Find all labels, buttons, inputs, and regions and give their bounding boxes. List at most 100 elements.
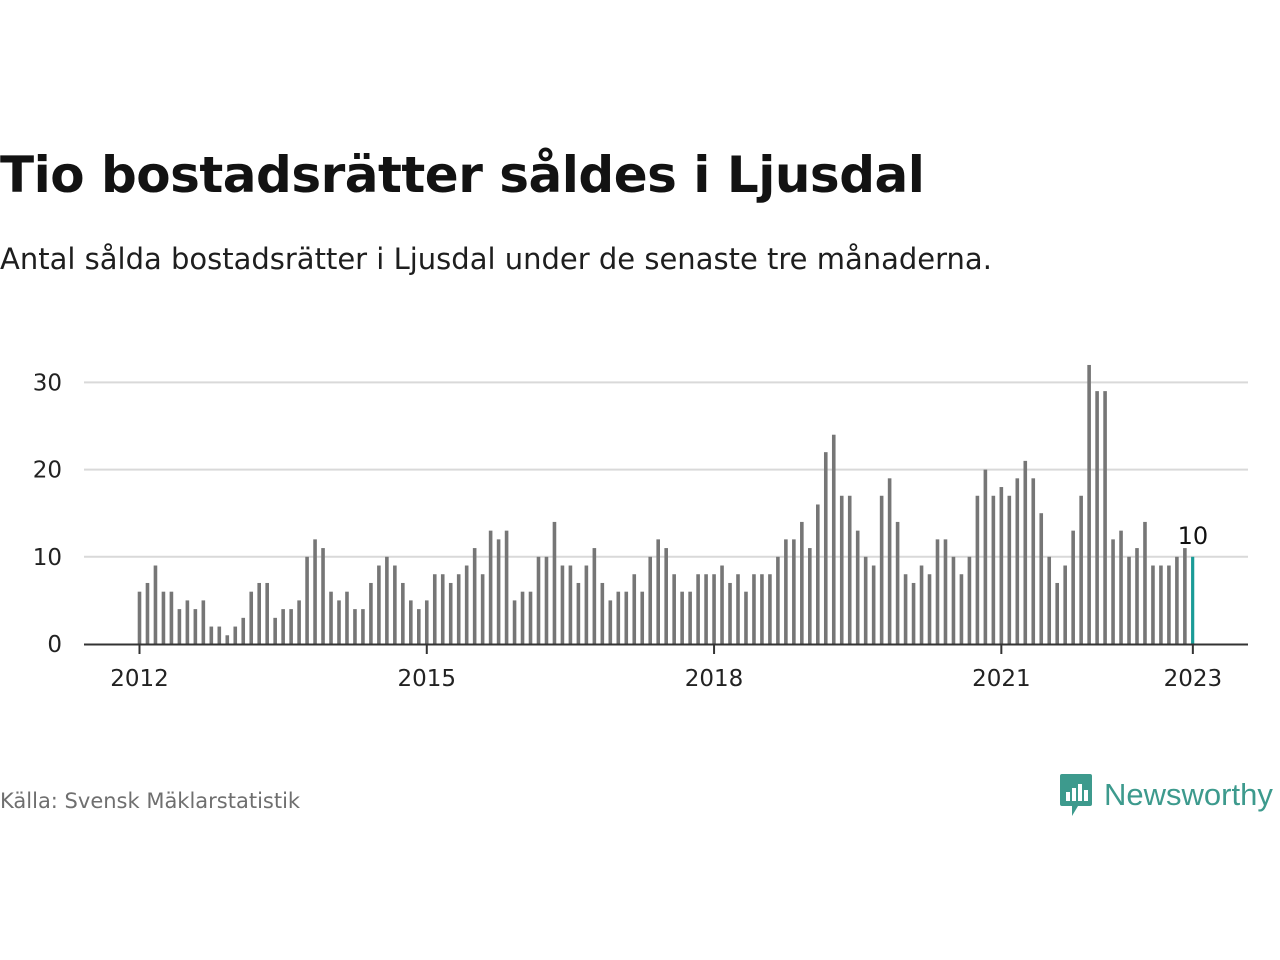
x-tick-label: 2018 [685, 666, 744, 692]
bar [879, 495, 884, 644]
bar [1071, 530, 1075, 644]
bar [153, 565, 158, 644]
bar [401, 582, 405, 644]
bar [393, 565, 397, 644]
bar [472, 548, 477, 644]
bar [792, 539, 796, 644]
axis-labels: 0 10 20 30 10 2012 2015 2018 2021 2023 [33, 370, 1222, 692]
bar [417, 609, 421, 644]
bar [1183, 548, 1187, 644]
bar [800, 521, 804, 644]
bar [887, 478, 892, 644]
bar [592, 548, 597, 644]
bar [704, 574, 708, 644]
bar [863, 556, 868, 644]
y-tick-label: 20 [33, 458, 62, 484]
bar [760, 574, 764, 644]
bar [345, 591, 349, 644]
bar-highlight [1191, 556, 1195, 644]
bar [265, 582, 269, 644]
y-tick-label: 10 [33, 545, 62, 571]
bar [305, 556, 309, 644]
bar [1015, 478, 1020, 644]
bar [456, 574, 461, 644]
bar [409, 600, 413, 644]
bar [337, 600, 341, 644]
bar [752, 574, 756, 644]
bars [137, 364, 1195, 644]
bar [480, 574, 485, 644]
bar [712, 574, 716, 644]
bar [185, 600, 190, 644]
bar [1175, 556, 1179, 644]
bar [512, 600, 517, 644]
bar [720, 565, 724, 644]
source-note: Källa: Svensk Mäklarstatistik [0, 789, 301, 813]
x-tick-label: 2021 [972, 666, 1031, 692]
bar [656, 539, 660, 644]
bar [1103, 391, 1107, 644]
bar [353, 609, 357, 644]
bar [975, 495, 980, 644]
bar [1087, 364, 1091, 644]
bar [424, 600, 429, 644]
bar [576, 582, 581, 644]
y-tick-label: 0 [47, 632, 62, 658]
x-tick-label: 2012 [110, 666, 169, 692]
bar [145, 582, 150, 644]
bar [281, 609, 285, 644]
x-tick-label: 2023 [1164, 666, 1223, 692]
bar [1159, 565, 1163, 644]
bar [736, 574, 740, 644]
bar [385, 556, 389, 644]
bar [935, 539, 940, 644]
bar [855, 530, 860, 644]
bar [1151, 565, 1155, 644]
chart-title: Tio bostadsrätter såldes i Ljusdal [0, 146, 925, 204]
chart-subtitle: Antal sålda bostadsrätter i Ljusdal unde… [0, 242, 992, 276]
bar [377, 565, 381, 644]
bar [1007, 495, 1012, 644]
bar [584, 565, 589, 644]
bar [808, 548, 812, 644]
bar [768, 574, 772, 644]
bar [600, 582, 605, 644]
bar [361, 609, 365, 644]
bar [616, 591, 621, 644]
bar [544, 556, 549, 644]
bar [991, 495, 996, 644]
bar [903, 574, 908, 644]
bar [1039, 513, 1044, 644]
bar [816, 504, 820, 644]
bar [1063, 565, 1067, 644]
bar [289, 609, 293, 644]
bar [632, 574, 637, 644]
bar [1127, 556, 1131, 644]
bar [847, 495, 852, 644]
bar [648, 556, 653, 644]
bar [249, 591, 254, 644]
bar [161, 591, 166, 644]
bar [504, 530, 509, 644]
bar [329, 591, 333, 644]
bar [448, 582, 453, 644]
bar [608, 600, 613, 644]
bar [728, 582, 732, 644]
bar [680, 591, 684, 644]
bar [313, 539, 317, 644]
bar [241, 617, 246, 644]
bar [1023, 460, 1028, 644]
bar [432, 574, 437, 644]
bar [959, 574, 964, 644]
bar [137, 591, 142, 644]
bar [321, 548, 325, 644]
bar [440, 574, 445, 644]
bar [1031, 478, 1036, 644]
bar [273, 617, 277, 644]
bar [784, 539, 788, 644]
bar [967, 556, 972, 644]
bar [664, 548, 668, 644]
last-value-label: 10 [1178, 522, 1209, 550]
bar [672, 574, 676, 644]
bar [744, 591, 748, 644]
